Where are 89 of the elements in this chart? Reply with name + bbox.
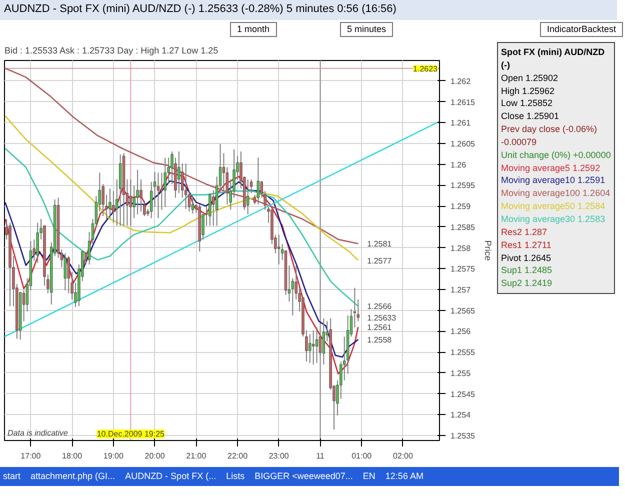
x-tick-label: 18:00 (62, 452, 83, 460)
line-series (4, 115, 359, 261)
text: Moving average5 1.2592 (501, 162, 600, 173)
x-tick-label: 22:00 (228, 452, 248, 460)
text: Lists (226, 471, 245, 481)
candlestick (64, 252, 67, 291)
text: Low 1.25852 (501, 97, 554, 110)
text: Spot FX (mini) AUD/NZD (-) (501, 47, 605, 70)
x-tick-label: 02:00 (392, 452, 414, 460)
candlestick (246, 178, 250, 215)
y-tick-label: 1.2585 (450, 222, 476, 232)
y-tick-label: 1.259 (450, 202, 472, 212)
text: Pivot 1.2645 (501, 252, 552, 264)
x-tick-label: 11 (316, 452, 325, 460)
x-tick-label: 21:00 (186, 452, 207, 460)
text: 5 minutes (340, 22, 394, 37)
text: Close 1.25901 (501, 110, 560, 124)
text: Res1 1.2711 (501, 238, 552, 252)
y-tick-label: 1.261 (450, 118, 472, 128)
text: Moving average30 1.2583 (501, 214, 606, 224)
y-tick-label: 1.254 (450, 410, 472, 420)
line-series (4, 148, 359, 307)
y-tick-label: 1.258 (450, 244, 472, 253)
y-tick-label: 1.2555 (450, 348, 476, 358)
y-tick-label: 1.2565 (450, 306, 476, 316)
candlestick (129, 178, 132, 226)
text: BIGGER <weeweed07... (254, 471, 353, 481)
annotation: Data is indicative (8, 428, 69, 438)
x-tick-label: 23:00 (268, 452, 290, 460)
annotation: 1.2558 (367, 336, 392, 345)
text: Res2 1.287 (501, 226, 548, 239)
candlestick (212, 190, 215, 226)
candlestick (184, 163, 188, 210)
candlestick (140, 178, 142, 212)
y-tick-label: 1.255 (450, 368, 472, 378)
ref-line-label: 10.Dec.2009 19:25 (96, 430, 166, 438)
y-tick-label: 1.26 (450, 160, 467, 170)
candlestick (322, 318, 326, 366)
text: 1 month (230, 22, 277, 37)
annotation: 1.2577 (367, 256, 392, 266)
text: Prev day close (-0.06%) -0.00079 (501, 123, 598, 149)
text: Unit change (0%) +0.00000 (501, 148, 611, 162)
candlestick (36, 222, 39, 264)
text: start (3, 471, 21, 481)
candlestick (208, 192, 212, 226)
text: Sup1 1.2485 (501, 264, 554, 278)
candlestick (136, 169, 139, 215)
text: IndicatorBacktest (540, 22, 624, 37)
text: High 1.25962 (501, 84, 556, 98)
line-series (4, 67, 359, 244)
ref-line-label: 1.2623 (413, 64, 438, 74)
x-tick-label: 17:00 (20, 452, 42, 460)
y-axis-title: Price (482, 240, 493, 261)
candlestick (308, 334, 312, 364)
x-tick-label: 19:00 (103, 452, 124, 460)
text: EN (362, 471, 376, 481)
candlestick (164, 157, 166, 208)
y-tick-label: 1.2545 (450, 390, 476, 399)
text: 12:56 AM (385, 471, 424, 481)
y-tick-label: 1.2615 (450, 98, 476, 107)
text: AUDNZD - Spot FX (... (125, 471, 216, 481)
text: Moving average10 1.2591 (501, 175, 606, 186)
y-tick-label: 1.2605 (450, 140, 476, 149)
candlestick (108, 188, 112, 219)
y-tick-label: 1.2575 (450, 264, 476, 274)
candlestick (278, 234, 280, 265)
annotation: 1.2561 (367, 323, 392, 332)
text: Moving average100 1.2604 (501, 188, 610, 198)
y-tick-label: 1.2535 (450, 431, 476, 440)
candlestick (256, 157, 260, 205)
annotation: 1.2581 (367, 240, 392, 249)
chart-title: AUDNZD - Spot FX (mini) AUD/NZD (-) 1.25633 (-0.28%) 5 minutes 0:56 (16:56) (0, 0, 617, 20)
annotation: 1.2566 (367, 302, 392, 312)
candlestick (312, 330, 315, 366)
y-tick-label: 1.256 (450, 327, 472, 336)
y-tick-label: 1.257 (450, 286, 472, 294)
text: Moving average50 1.2584 (501, 201, 606, 212)
y-tick-label: 1.262 (450, 76, 472, 86)
candlestick (156, 172, 160, 219)
annotation: 1.25633 (367, 313, 397, 322)
candlestick (178, 150, 180, 194)
candlestick (315, 326, 318, 364)
text: Open 1.25902 (501, 72, 560, 85)
chart-subtitle: Bid : 1.25533 Ask : 1.25733 Day : High 1.27 Low 1.25 (4, 46, 218, 56)
x-tick-label: 20:00 (144, 452, 166, 460)
text: Sup2 1.2419 (501, 277, 554, 290)
y-tick-label: 1.2595 (450, 181, 476, 190)
text: attachment.php (GI... (30, 471, 116, 481)
x-tick-label: 01:00 (352, 452, 372, 460)
